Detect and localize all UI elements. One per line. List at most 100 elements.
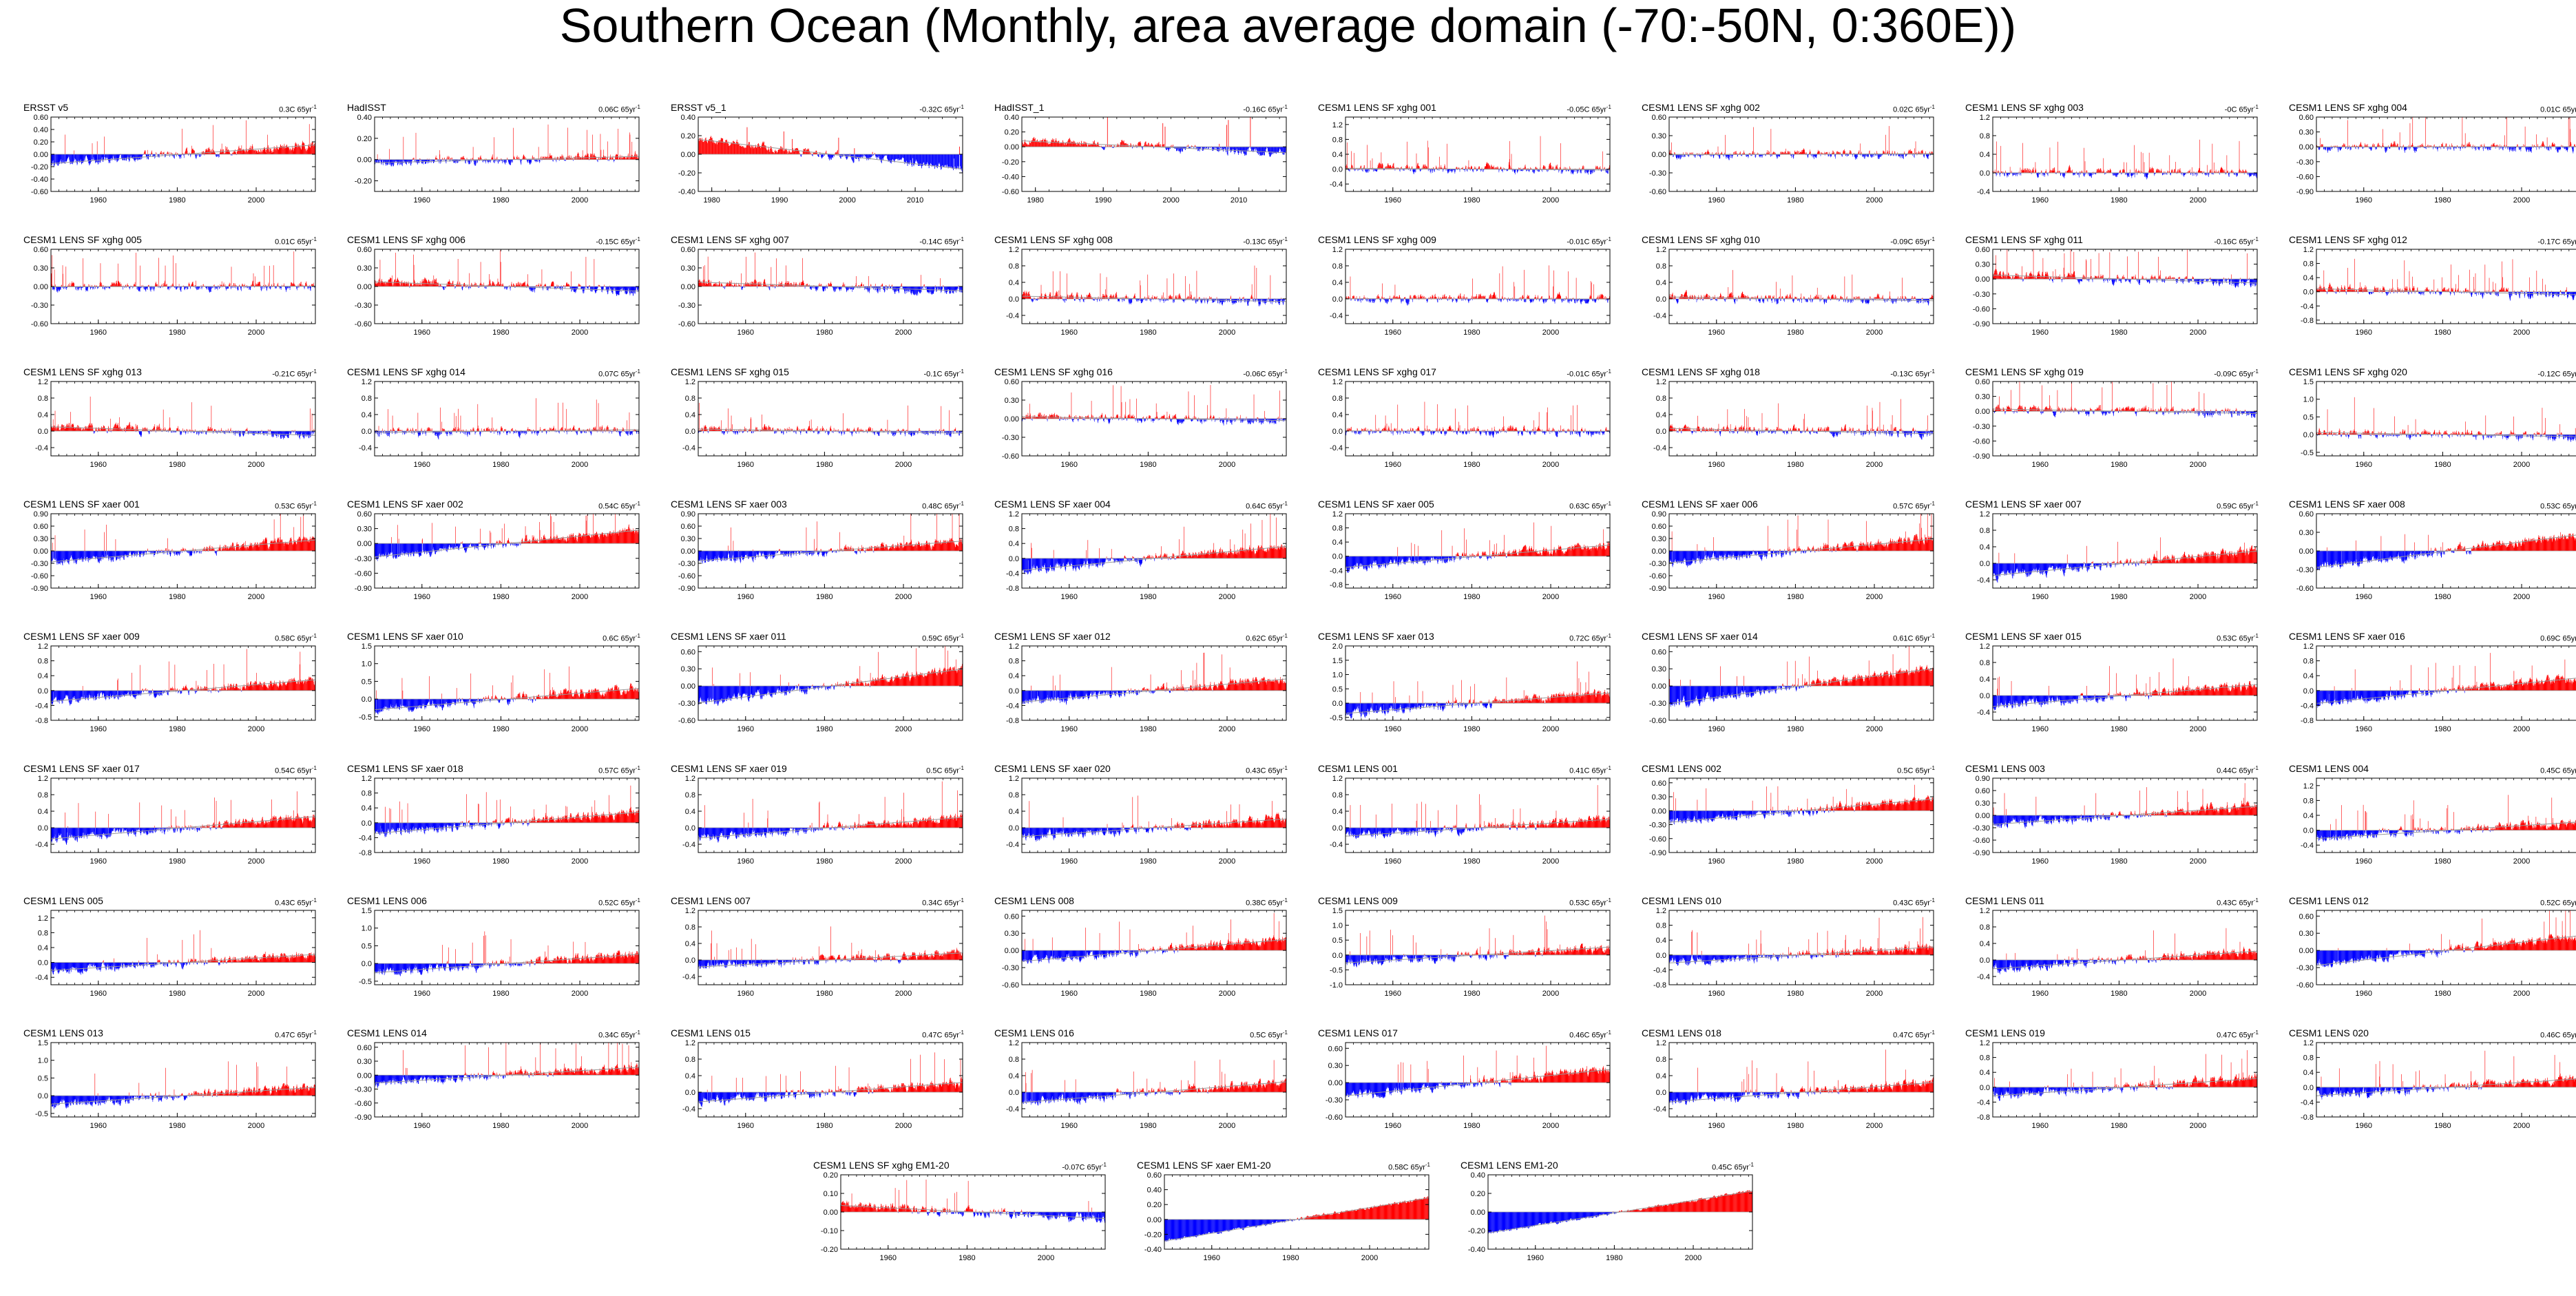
- anomaly-bar: [1514, 169, 1516, 174]
- anomaly-bar: [1679, 154, 1680, 158]
- anomaly-bar: [2066, 171, 2067, 173]
- anomaly-bar: [1893, 154, 1894, 156]
- anomaly-bar: [2051, 170, 2052, 173]
- y-tick-label: 0.20: [681, 132, 695, 140]
- anomaly-bar: [136, 154, 138, 160]
- anomaly-bar: [773, 153, 775, 154]
- anomaly-bar: [109, 154, 111, 161]
- anomaly-bar: [1430, 169, 1431, 173]
- anomaly-bar: [1727, 154, 1728, 156]
- anomaly-bar: [1392, 165, 1393, 169]
- anomaly-bar: [2015, 173, 2017, 176]
- anomaly-bar: [92, 154, 94, 160]
- anomaly-bar: [94, 154, 96, 160]
- anomaly-bar: [1178, 147, 1180, 151]
- anomaly-bar: [109, 154, 111, 163]
- anomaly-bar: [261, 151, 262, 154]
- anomaly-bar: [2036, 173, 2038, 175]
- anomaly-bar: [797, 147, 798, 154]
- anomaly-bar: [2047, 173, 2049, 176]
- anomaly-bar: [739, 144, 740, 154]
- anomaly-bar: [1538, 169, 1539, 172]
- anomaly-bar: [1726, 154, 1727, 159]
- anomaly-bar: [740, 145, 742, 154]
- anomaly-bar: [583, 156, 585, 160]
- anomaly-bar: [231, 154, 233, 156]
- anomaly-bar: [286, 147, 288, 154]
- anomaly-bar: [794, 150, 795, 154]
- anomaly-bar: [381, 159, 382, 165]
- anomaly-bar: [2076, 171, 2077, 173]
- anomaly-bar: [902, 154, 903, 158]
- anomaly-bar: [1905, 154, 1906, 156]
- anomaly-bar: [1803, 149, 1805, 154]
- anomaly-bar: [789, 150, 790, 154]
- y-tick-label: 0.40: [1005, 114, 1019, 122]
- anomaly-bar: [95, 154, 96, 164]
- anomaly-bar: [88, 154, 90, 164]
- anomaly-bar: [1063, 143, 1065, 147]
- anomaly-bar: [474, 159, 475, 165]
- anomaly-bar: [2012, 173, 2013, 175]
- anomaly-bar: [908, 154, 910, 164]
- anomaly-bar: [1575, 169, 1576, 170]
- anomaly-bar: [1210, 147, 1211, 148]
- anomaly-bar: [1420, 169, 1421, 172]
- anomaly-bar: [1078, 143, 1079, 147]
- anomaly-bar: [720, 138, 722, 154]
- anomaly-bar: [1607, 169, 1608, 174]
- anomaly-bar: [627, 157, 628, 160]
- anomaly-bar: [1449, 169, 1450, 170]
- anomaly-bar: [128, 154, 129, 160]
- anomaly-bar: [1475, 168, 1476, 169]
- anomaly-bar: [1235, 147, 1237, 150]
- anomaly-bar: [1255, 147, 1256, 151]
- anomaly-bar: [607, 141, 608, 160]
- anomaly-bar: [1473, 169, 1474, 173]
- anomaly-bar: [1448, 169, 1449, 173]
- anomaly-bar: [190, 154, 191, 156]
- anomaly-bar: [1029, 143, 1031, 147]
- anomaly-bar: [501, 159, 503, 162]
- anomaly-bar: [1701, 152, 1703, 154]
- anomaly-bar: [278, 149, 280, 154]
- anomaly-bar: [1217, 147, 1218, 151]
- anomaly-bar: [760, 148, 762, 154]
- anomaly-bar: [247, 152, 248, 154]
- anomaly-bar: [2050, 169, 2051, 173]
- trend-label: 0.06C 65yr-1: [598, 103, 640, 114]
- anomaly-bar: [623, 157, 624, 160]
- anomaly-bar: [232, 152, 233, 154]
- anomaly-bar: [1564, 167, 1565, 169]
- anomaly-bar: [591, 156, 592, 160]
- y-tick-label: -0.20: [1002, 158, 1019, 167]
- anomaly-bar: [207, 149, 208, 154]
- anomaly-bar: [1782, 152, 1783, 154]
- anomaly-bar: [1538, 169, 1540, 172]
- anomaly-bar: [245, 151, 246, 154]
- anomaly-bar: [1499, 169, 1500, 171]
- anomaly-bar: [277, 148, 278, 154]
- anomaly-bar: [1056, 140, 1057, 147]
- anomaly-bar: [409, 159, 410, 164]
- anomaly-bar: [753, 147, 755, 154]
- anomaly-bar: [1163, 144, 1164, 147]
- anomaly-bar: [950, 154, 951, 168]
- anomaly-bar: [833, 154, 835, 157]
- x-tick-label: 1960: [1385, 196, 1401, 205]
- anomaly-bar: [1124, 143, 1125, 147]
- anomaly-bar: [1488, 163, 1489, 169]
- anomaly-bar: [601, 158, 603, 160]
- anomaly-bar: [1901, 154, 1902, 157]
- anomaly-bar: [468, 159, 469, 165]
- anomaly-bar: [561, 154, 563, 160]
- anomaly-bar: [234, 150, 235, 154]
- anomaly-bar: [2002, 173, 2003, 175]
- anomaly-bar: [1589, 169, 1591, 173]
- x-tick-label: 1960: [90, 196, 107, 205]
- anomaly-bar: [1828, 154, 1830, 157]
- anomaly-bar: [1569, 166, 1570, 169]
- anomaly-bar: [598, 158, 600, 160]
- anomaly-bar: [1469, 169, 1471, 171]
- anomaly-bar: [1489, 165, 1490, 169]
